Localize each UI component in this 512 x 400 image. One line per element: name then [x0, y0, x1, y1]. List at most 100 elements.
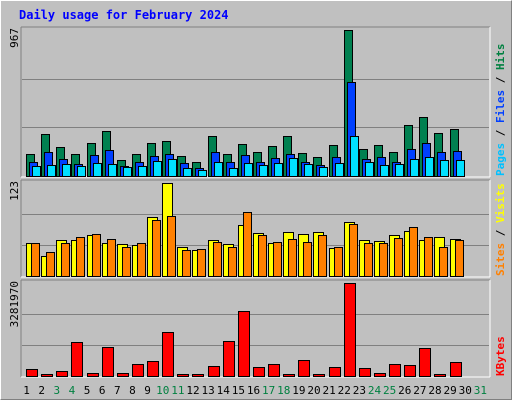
- bar-sites-day-22: [349, 224, 358, 277]
- bar-pages-day-20: [319, 167, 328, 177]
- x-tick-label-day-1: 1: [23, 384, 30, 397]
- bar-sites-day-28: [439, 247, 448, 277]
- bar-pages-day-21: [335, 163, 344, 177]
- bar-kbytes-day-7: [117, 373, 129, 377]
- x-tick-label-day-6: 6: [99, 384, 106, 397]
- bar-kbytes-day-10: [162, 332, 174, 377]
- bar-pages-day-9: [153, 161, 162, 177]
- bar-kbytes-day-25: [389, 364, 401, 377]
- bar-pages-day-3: [62, 164, 71, 177]
- bar-sites-day-12: [197, 249, 206, 277]
- x-tick-label-day-15: 15: [232, 384, 245, 397]
- bar-kbytes-day-28: [434, 374, 446, 377]
- bar-sites-day-19: [303, 242, 312, 277]
- side-legend-part: Visits: [494, 183, 507, 223]
- bar-sites-day-4: [76, 237, 85, 277]
- bar-pages-day-7: [123, 167, 132, 177]
- bar-pages-day-27: [425, 157, 434, 177]
- x-tick-label-day-13: 13: [201, 384, 214, 397]
- bar-kbytes-day-23: [359, 368, 371, 377]
- x-tick-label-day-23: 23: [353, 384, 366, 397]
- x-tick-label-day-11: 11: [171, 384, 184, 397]
- x-tick-label-day-27: 27: [413, 384, 426, 397]
- side-legend: KBytes: [494, 336, 507, 376]
- x-tick-label-day-25: 25: [383, 384, 396, 397]
- bar-pages-day-17: [274, 163, 283, 177]
- bar-pages-day-5: [93, 163, 102, 177]
- bar-kbytes-day-4: [71, 342, 83, 377]
- x-tick-label-day-16: 16: [247, 384, 260, 397]
- bar-pages-day-26: [410, 159, 419, 177]
- x-tick-label-day-20: 20: [307, 384, 320, 397]
- x-tick-label-day-3: 3: [54, 384, 61, 397]
- y-max-label: 3281970: [8, 281, 21, 327]
- bar-sites-day-26: [409, 227, 418, 277]
- bar-pages-day-25: [395, 164, 404, 177]
- side-legend-part: Hits: [494, 44, 507, 71]
- bar-sites-day-29: [455, 240, 464, 277]
- bar-kbytes-day-9: [147, 361, 159, 377]
- bar-sites-day-2: [46, 252, 55, 277]
- bar-sites-day-25: [394, 238, 403, 277]
- bar-pages-day-15: [244, 163, 253, 177]
- bar-kbytes-day-1: [26, 369, 38, 377]
- side-legend-part: /: [494, 223, 507, 243]
- bar-kbytes-day-18: [283, 374, 295, 377]
- bar-kbytes-day-3: [56, 371, 68, 377]
- bar-kbytes-day-15: [238, 311, 250, 377]
- bar-kbytes-day-12: [192, 374, 204, 377]
- x-tick-label-day-22: 22: [338, 384, 351, 397]
- bar-sites-day-17: [273, 242, 282, 277]
- bar-kbytes-day-13: [208, 366, 220, 377]
- bar-pages-day-28: [440, 160, 449, 177]
- x-tick-label-day-5: 5: [84, 384, 91, 397]
- bar-kbytes-day-22: [344, 283, 356, 377]
- bar-kbytes-day-19: [298, 360, 310, 377]
- bar-kbytes-day-6: [102, 347, 114, 377]
- x-tick-label-day-31: 31: [474, 384, 487, 397]
- bar-kbytes-day-24: [374, 373, 386, 377]
- x-tick-label-day-26: 26: [398, 384, 411, 397]
- bar-pages-day-4: [77, 166, 86, 177]
- side-legend-part: Sites: [494, 243, 507, 276]
- x-tick-label-day-10: 10: [156, 384, 169, 397]
- bar-sites-day-18: [288, 239, 297, 277]
- bar-sites-day-27: [424, 237, 433, 277]
- x-tick-label-day-28: 28: [428, 384, 441, 397]
- bar-sites-day-15: [243, 212, 252, 277]
- x-tick-label-day-24: 24: [368, 384, 382, 397]
- bar-sites-day-1: [31, 243, 40, 277]
- x-tick-label-day-14: 14: [217, 384, 231, 397]
- bar-sites-day-16: [258, 235, 267, 277]
- x-tick-label-day-4: 4: [69, 384, 76, 397]
- bar-kbytes-day-20: [313, 374, 325, 377]
- panel-background: [21, 280, 490, 377]
- bar-pages-day-1: [32, 166, 41, 177]
- bar-pages-day-11: [183, 168, 192, 177]
- bar-pages-day-24: [380, 165, 389, 177]
- bar-sites-day-14: [228, 247, 237, 277]
- bar-sites-day-6: [107, 239, 116, 277]
- bar-pages-day-14: [229, 168, 238, 177]
- x-tick-label-day-19: 19: [292, 384, 305, 397]
- bar-sites-day-11: [182, 250, 191, 277]
- bar-kbytes-day-27: [419, 348, 431, 377]
- bar-sites-day-5: [92, 234, 101, 277]
- x-tick-label-day-21: 21: [323, 384, 336, 397]
- bar-kbytes-day-17: [268, 364, 280, 377]
- bar-pages-day-23: [365, 162, 374, 177]
- y-max-label: 967: [8, 28, 21, 48]
- bar-kbytes-day-21: [329, 367, 341, 377]
- bar-sites-day-20: [318, 235, 327, 277]
- bar-pages-day-8: [138, 166, 147, 177]
- bar-sites-day-21: [334, 247, 343, 277]
- bar-kbytes-day-8: [132, 364, 144, 377]
- side-legend-part: /: [494, 123, 507, 143]
- panel-visits-sites: 123 Sites / Visits: [8, 179, 507, 278]
- chart-title: Daily usage for February 2024: [19, 8, 229, 22]
- bar-sites-day-13: [213, 242, 222, 277]
- x-tick-label-day-30: 30: [459, 384, 472, 397]
- x-tick-label-day-7: 7: [114, 384, 121, 397]
- side-legend: Sites / Visits: [494, 183, 507, 276]
